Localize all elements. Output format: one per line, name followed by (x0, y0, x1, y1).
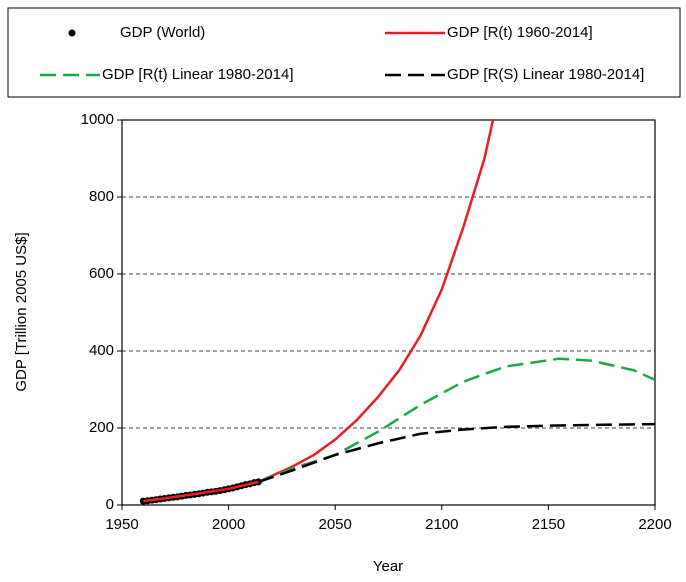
y-tick-label: 1000 (81, 111, 114, 128)
y-tick-label: 400 (89, 342, 114, 359)
legend-label: GDP [R(t) 1960-2014] (447, 24, 593, 41)
plot-frame (121, 119, 656, 506)
series-line (258, 422, 655, 484)
y-axis-label: GDP [Trillion 2005 US$] (13, 232, 30, 391)
y-tick-label: 200 (89, 419, 114, 436)
x-tick-label: 2200 (638, 516, 671, 533)
legend-label: GDP [R(t) Linear 1980-2014] (102, 66, 294, 83)
x-tick-label: 2050 (319, 516, 352, 533)
x-tick-label: 2100 (425, 516, 458, 533)
y-tick-label: 600 (89, 265, 114, 282)
y-tick-label: 0 (106, 496, 114, 513)
x-axis-label: Year (373, 558, 403, 575)
series-line (257, 357, 655, 484)
legend-label: GDP (World) (120, 24, 205, 41)
legend-marker (68, 29, 76, 37)
y-tick-label: 800 (89, 188, 114, 205)
legend-label: GDP [R(S) Linear 1980-2014] (447, 66, 644, 83)
series-line (143, 120, 495, 503)
x-tick-label: 1950 (105, 516, 138, 533)
x-tick-label: 2000 (212, 516, 245, 533)
x-tick-label: 2150 (532, 516, 565, 533)
legend-box (7, 7, 681, 98)
